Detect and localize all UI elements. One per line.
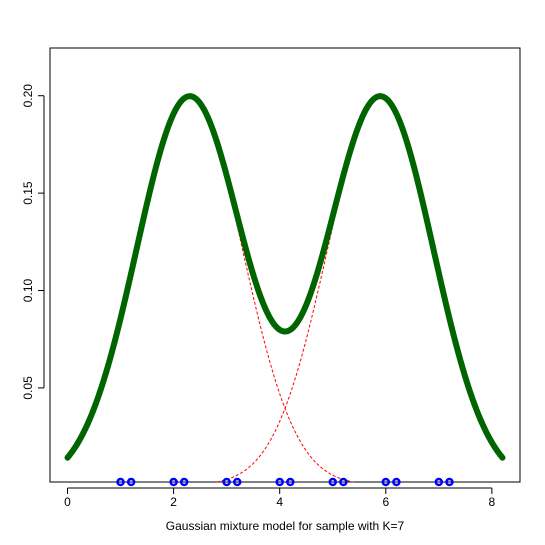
sample-point [339,477,348,487]
x-tick-label: 8 [489,495,496,509]
component-curves [67,96,503,483]
sample-point [328,477,337,487]
sample-point [381,477,391,487]
x-tick-label: 6 [382,495,389,509]
x-axis-label: Gaussian mixture model for sample with K… [166,519,405,533]
plot-box [49,47,521,483]
sample-point [126,477,136,487]
sample-point [116,477,125,487]
y-axis: 0.05 0.10 0.15 0.20 [21,84,45,400]
sample-point [169,477,178,487]
sample-point [286,477,295,487]
sample-point [222,477,231,487]
sample-point [233,477,242,487]
sample-point [434,477,444,487]
sample-point [179,477,189,487]
y-tick-label: 0.15 [21,181,35,205]
x-tick-label: 4 [276,495,283,509]
sample-point [445,477,454,487]
sample-point [392,477,401,487]
sample-points [116,477,454,487]
y-tick-label: 0.05 [21,376,35,400]
mixture-curve-group [64,93,506,461]
y-tick-label: 0.20 [21,84,35,108]
x-axis: 0 2 4 6 8 [64,487,496,509]
x-tick-label: 2 [170,495,177,509]
y-tick-label: 0.10 [21,279,35,303]
x-tick-label: 0 [64,495,71,509]
mixture-density-curve [64,93,506,461]
sample-point [275,477,284,487]
